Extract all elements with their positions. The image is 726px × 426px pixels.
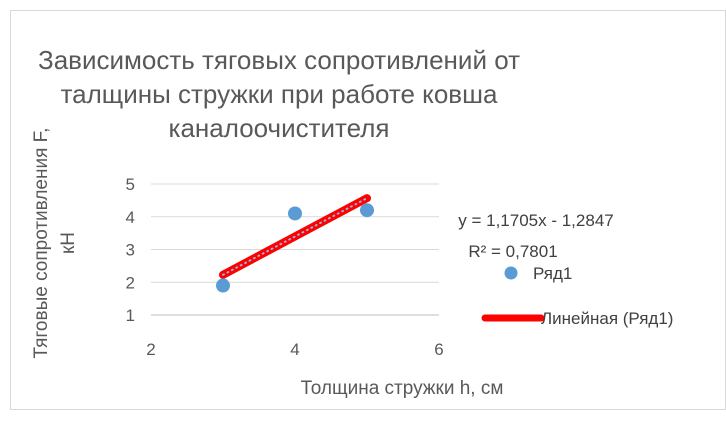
legend-label-trendline: Линейная (Ряд1) <box>541 309 673 328</box>
data-point-1-1 <box>216 278 230 293</box>
data-point-1-2 <box>288 206 302 221</box>
x-tick-label-4: 4 <box>290 340 299 359</box>
y-axis-label-line-1: Тяговые сопротивления F, <box>31 128 52 359</box>
chart-svg: Зависимость тяговых сопротивлений от тал… <box>31 45 673 399</box>
y-tick-label-2: 2 <box>126 273 135 292</box>
chart-title-line-2: талщины стружки при работе ковша <box>61 79 498 109</box>
x-tick-labels: 2 4 6 <box>146 340 443 359</box>
y-tick-label-4: 4 <box>126 208 135 227</box>
chart-area: Зависимость тяговых сопротивлений от тал… <box>10 10 726 410</box>
data-point-1-3 <box>360 203 374 218</box>
trendline <box>219 194 371 279</box>
y-axis-label: Тяговые сопротивления F, кН <box>31 128 79 359</box>
trendline-r-squared: R² = 0,7801 <box>468 242 557 261</box>
x-axis-label: Толщина стружки h, см <box>301 378 504 399</box>
chart-title-line-3: каналоочистителя <box>169 113 390 143</box>
chart-title-line-1: Зависимость тяговых сопротивлений от <box>38 45 520 75</box>
legend-label-series-1: Ряд1 <box>533 264 572 283</box>
trendline-dots <box>222 197 368 276</box>
y-tick-label-5: 5 <box>126 175 135 194</box>
legend-marker-series-1 <box>504 266 518 280</box>
y-axis-label-line-2: кН <box>58 232 79 254</box>
data-points <box>216 203 374 293</box>
trendline-equation: y = 1,1705x - 1,2847 <box>458 211 613 230</box>
chart-title: Зависимость тяговых сопротивлений от тал… <box>38 45 520 143</box>
x-tick-label-2: 2 <box>146 340 155 359</box>
y-tick-label-1: 1 <box>126 306 135 325</box>
legend: Ряд1 Линейная (Ряд1) <box>481 264 673 328</box>
gridlines <box>151 183 439 316</box>
x-tick-label-6: 6 <box>434 340 443 359</box>
y-tick-label-3: 3 <box>126 241 135 260</box>
y-tick-labels: 1 2 3 4 5 <box>126 175 135 325</box>
